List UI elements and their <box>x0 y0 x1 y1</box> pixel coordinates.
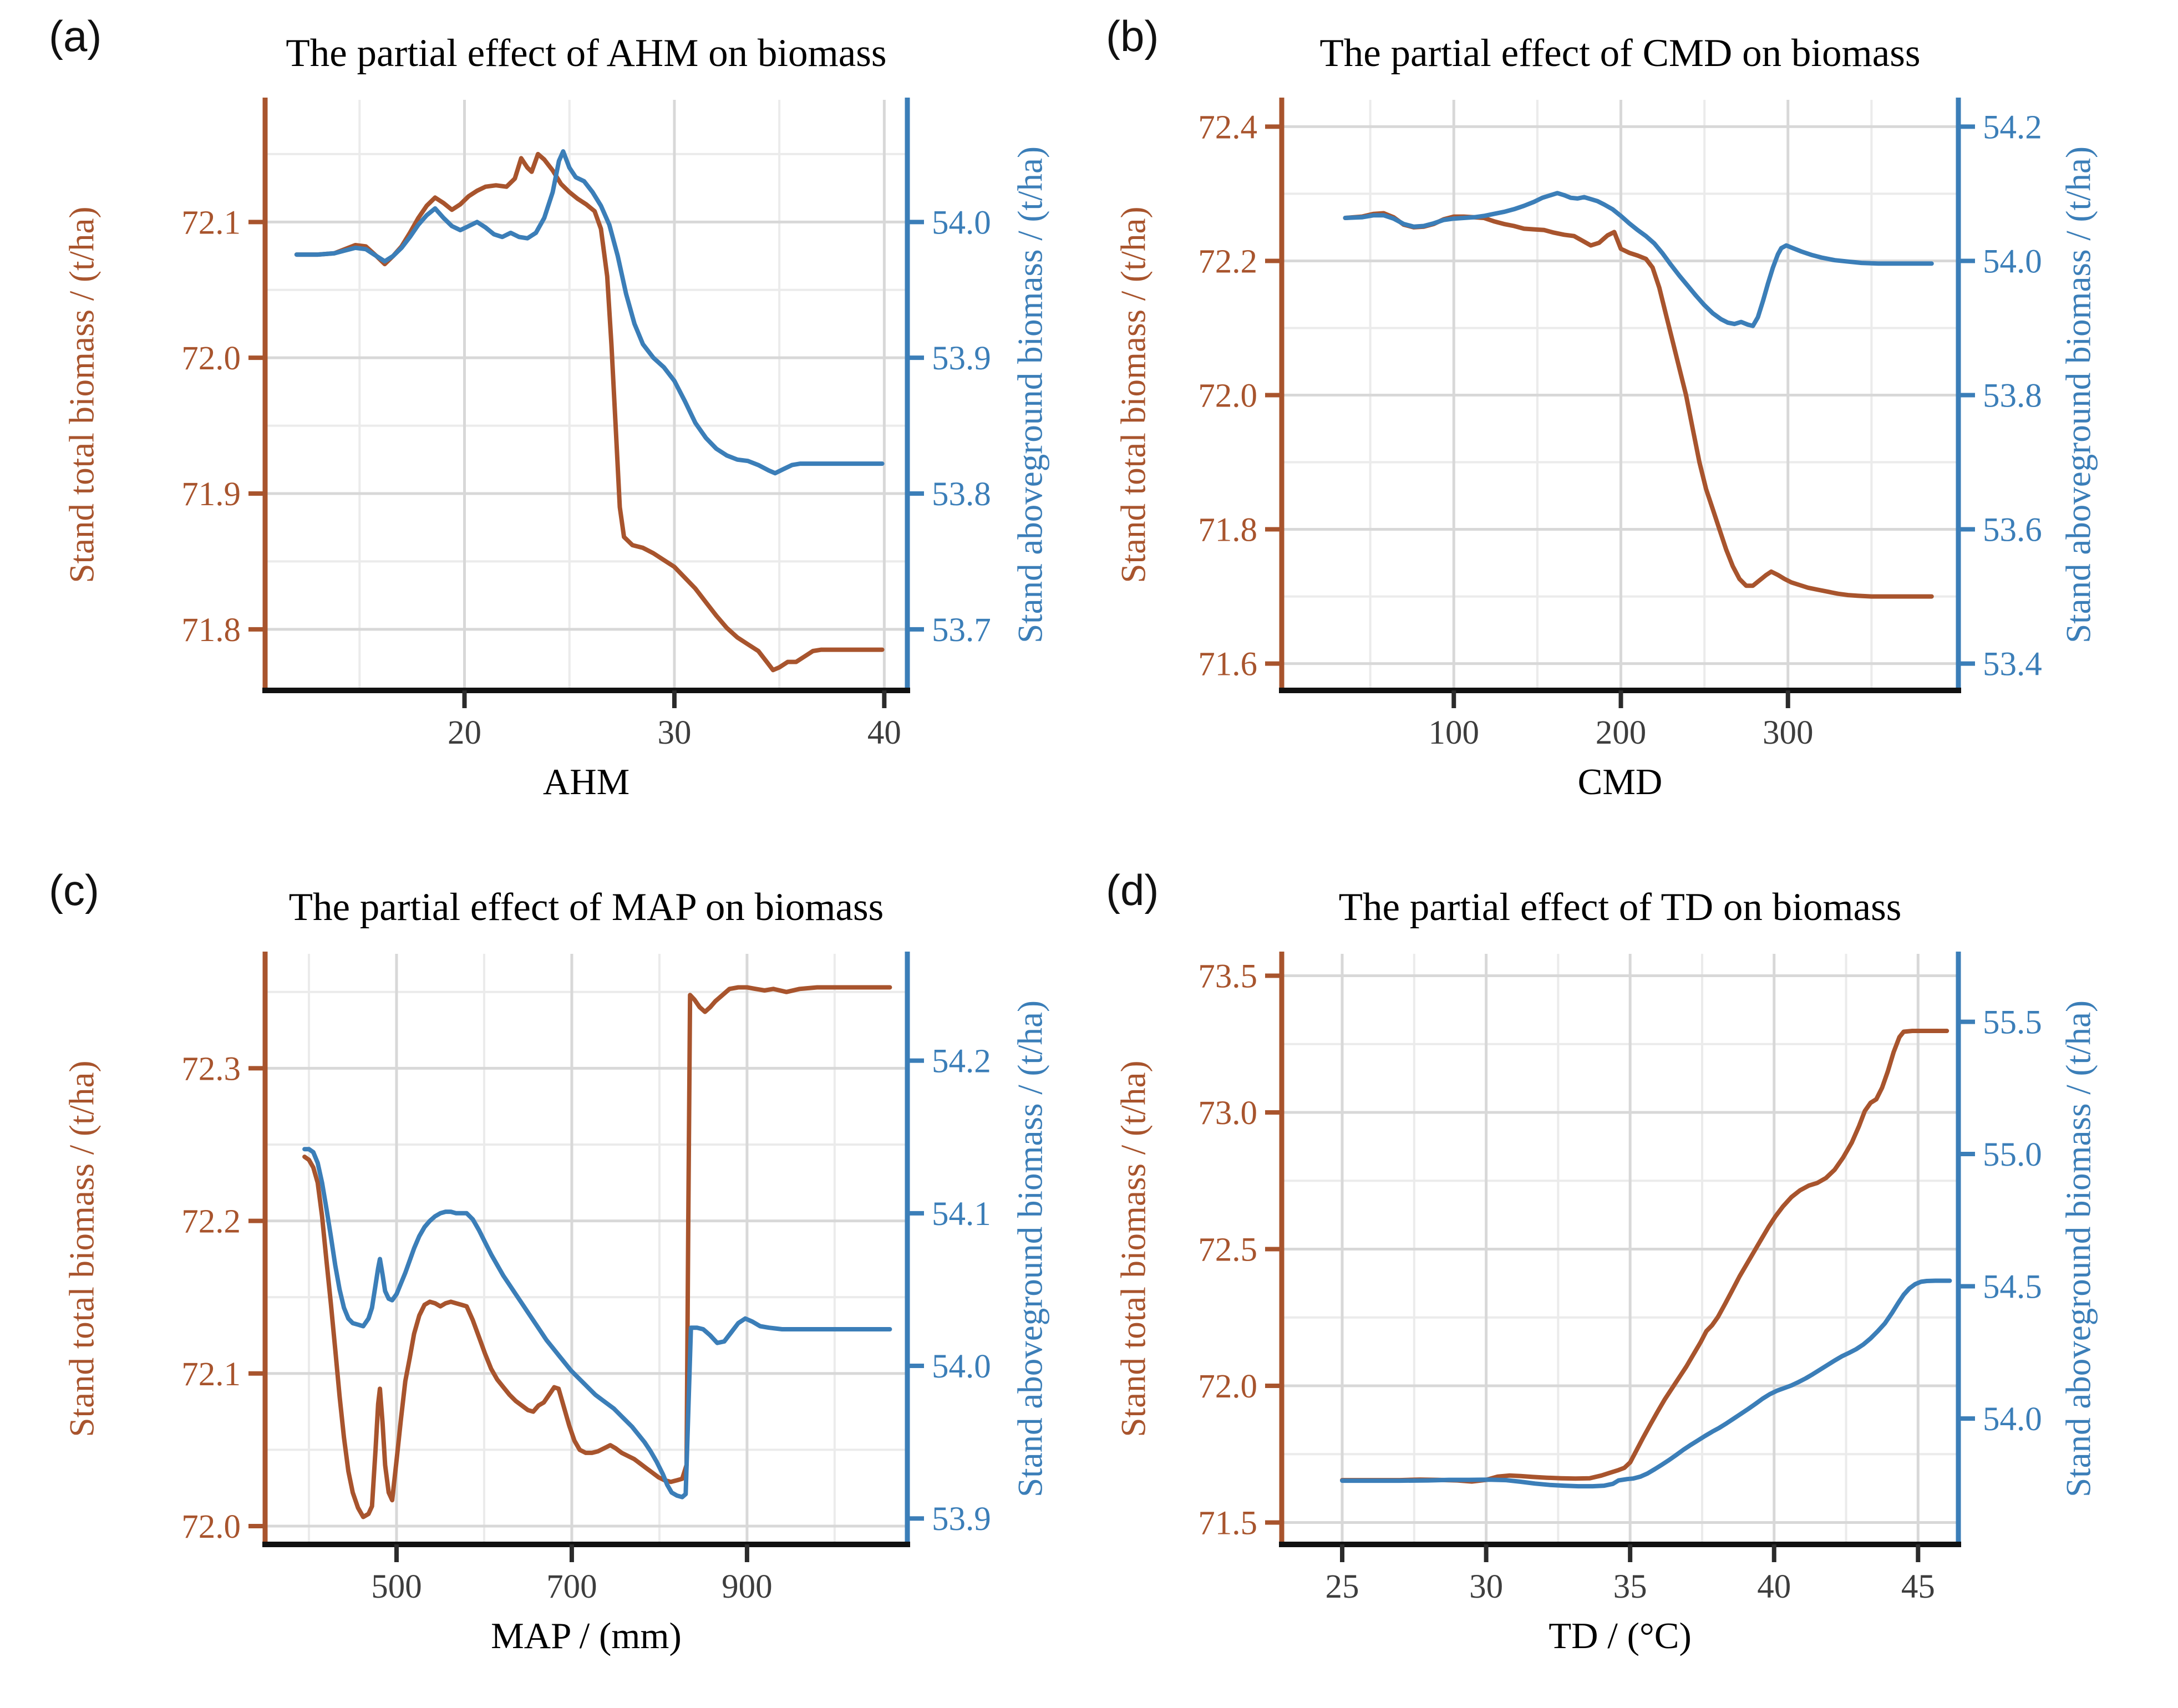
x-tick-label: 900 <box>722 1568 773 1605</box>
aboveground-biomass-line <box>1340 1278 1952 1489</box>
left-tick-label: 73.5 <box>1198 958 1257 995</box>
panel-b: (b) The partial effect of CMD on biomass… <box>1089 0 2178 854</box>
aboveground-biomass-line <box>1343 191 1934 328</box>
x-tick-label: 30 <box>1469 1568 1503 1605</box>
x-tick-label: 45 <box>1901 1568 1935 1605</box>
panel-b-title: The partial effect of CMD on biomass <box>1319 32 1921 75</box>
x-tick-label: 200 <box>1596 714 1647 751</box>
panel-d-tag: (d) <box>1106 866 1159 914</box>
x-tick-label: 300 <box>1763 714 1814 751</box>
right-tick-label: 54.0 <box>932 1348 991 1385</box>
right-tick-label: 54.5 <box>1983 1269 2042 1306</box>
panel-c-x-axis-title: MAP / (mm) <box>491 1615 682 1656</box>
right-tick-label: 53.8 <box>1983 378 2042 415</box>
right-tick-label: 53.9 <box>932 340 991 377</box>
left-tick-label: 72.2 <box>1198 243 1257 280</box>
panel-a-title: The partial effect of AHM on biomass <box>286 32 887 75</box>
right-tick-label: 54.0 <box>1983 243 2042 280</box>
left-tick-label: 71.9 <box>181 476 241 513</box>
left-tick-label: 71.6 <box>1198 646 1257 683</box>
plot-background <box>265 954 907 1544</box>
panel-b-x-axis-title: CMD <box>1577 761 1663 802</box>
left-tick-label: 72.0 <box>1198 378 1257 415</box>
aboveground-biomass-line <box>302 1147 892 1499</box>
left-tick-label: 72.0 <box>1198 1368 1257 1405</box>
right-tick-label: 53.9 <box>932 1501 991 1538</box>
panel-d-x-axis-title: TD / (°C) <box>1549 1615 1692 1656</box>
right-tick-label: 54.1 <box>932 1196 991 1233</box>
left-tick-label: 72.0 <box>181 340 241 377</box>
left-tick-label: 72.3 <box>181 1050 241 1087</box>
x-tick-label: 40 <box>1757 1568 1791 1605</box>
right-tick-label: 53.4 <box>1983 646 2042 683</box>
panel-c-tag: (c) <box>49 866 99 914</box>
x-tick-label: 20 <box>448 714 481 751</box>
right-tick-label: 53.6 <box>1983 512 2042 549</box>
right-tick-label: 54.0 <box>1983 1401 2042 1438</box>
x-tick-label: 40 <box>867 714 901 751</box>
panel-a-x-axis-title: AHM <box>542 761 630 802</box>
right-tick-label: 54.0 <box>932 204 991 241</box>
plot-background <box>265 100 907 690</box>
x-tick-label: 35 <box>1613 1568 1647 1605</box>
left-tick-label: 72.4 <box>1198 109 1257 146</box>
panel-d: (d) The partial effect of TD on biomass … <box>1089 854 2178 1708</box>
right-tick-label: 54.2 <box>1983 109 2042 146</box>
panel-c-title: The partial effect of MAP on biomass <box>288 886 884 929</box>
x-tick-label: 100 <box>1429 714 1480 751</box>
left-tick-label: 71.8 <box>1198 512 1257 549</box>
left-tick-label: 72.1 <box>181 204 241 241</box>
left-tick-label: 72.0 <box>181 1508 241 1546</box>
aboveground-biomass-line <box>294 149 885 476</box>
panel-a-tag: (a) <box>49 12 102 60</box>
panel-b-tag: (b) <box>1106 12 1159 60</box>
right-tick-label: 54.2 <box>932 1043 991 1080</box>
x-tick-label: 500 <box>371 1568 422 1605</box>
right-tick-label: 55.0 <box>1983 1136 2042 1173</box>
right-tick-label: 53.8 <box>932 476 991 513</box>
left-tick-label: 73.0 <box>1198 1095 1257 1132</box>
right-tick-label: 53.7 <box>932 612 991 649</box>
panel-a-chart-canvas: 20 30 40 71.8 71.9 72.0 72.1 53.7 53.8 53.9 54.0 <box>181 98 991 751</box>
x-tick-label: 30 <box>657 714 691 751</box>
panel-d-chart-canvas: 25 30 35 40 45 71.5 72.0 72.5 73.0 73.5 54.0 54.5 55… <box>1198 952 2042 1605</box>
right-tick-label: 55.5 <box>1983 1004 2042 1041</box>
x-tick-label: 700 <box>546 1568 597 1605</box>
total-biomass-line <box>294 151 885 673</box>
panel-c-chart-canvas: 500 700 900 72.0 72.1 72.2 72.3 53.9 54.0 54.1 54.… <box>181 952 991 1605</box>
left-tick-label: 71.8 <box>181 612 241 649</box>
panel-c: (c) The partial effect of MAP on biomass… <box>0 854 1089 1708</box>
left-tick-label: 72.2 <box>181 1203 241 1241</box>
panel-b-chart-canvas: 100 200 300 71.6 71.8 72.0 72.2 72.4 53.4 53.6 53.… <box>1198 98 2042 751</box>
x-tick-label: 25 <box>1326 1568 1359 1605</box>
left-tick-label: 72.1 <box>181 1356 241 1393</box>
total-biomass-line <box>302 985 892 1519</box>
panel-d-title: The partial effect of TD on biomass <box>1338 886 1902 929</box>
left-tick-label: 71.5 <box>1198 1505 1257 1542</box>
total-biomass-line <box>1340 1029 1949 1484</box>
left-tick-label: 72.5 <box>1198 1232 1257 1269</box>
panel-a: (a) The partial effect of AHM on biomass… <box>0 0 1089 854</box>
